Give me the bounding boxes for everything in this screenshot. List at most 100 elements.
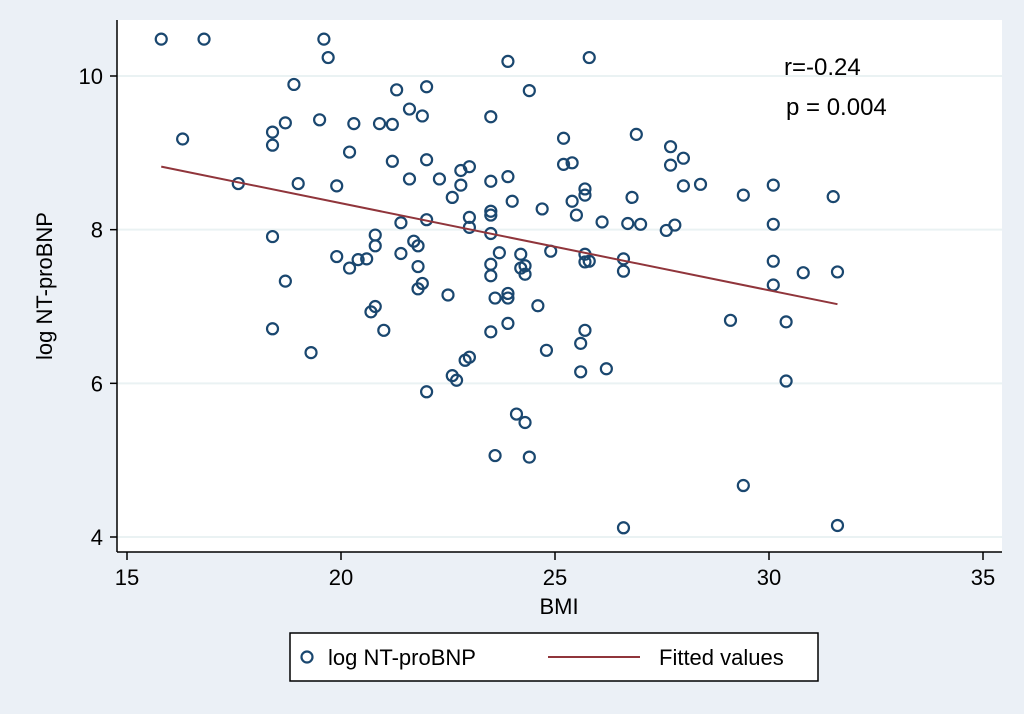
data-point [420, 153, 434, 167]
data-point [582, 254, 596, 268]
x-tick-label: 25 [543, 565, 567, 590]
data-point [574, 336, 588, 350]
data-point [484, 208, 498, 222]
data-point [291, 176, 305, 191]
data-point [663, 140, 678, 154]
legend-label-fitted: Fitted values [659, 645, 784, 670]
legend: log NT-proBNP Fitted values [289, 632, 819, 682]
data-point [663, 158, 678, 172]
data-point [766, 254, 780, 268]
data-point [830, 518, 845, 533]
data-point [723, 313, 738, 327]
data-point [449, 373, 464, 387]
data-point [197, 32, 211, 46]
data-point [569, 208, 584, 222]
data-point [321, 50, 335, 65]
data-point [595, 215, 609, 229]
data-point [402, 102, 417, 116]
data-point [766, 178, 780, 192]
data-point [342, 145, 357, 159]
data-point [616, 521, 631, 535]
data-point [501, 316, 515, 331]
data-point [278, 116, 292, 130]
data-point [518, 259, 532, 273]
annotation-p: p = 0.004 [786, 94, 887, 121]
data-point [454, 178, 468, 192]
data-point [368, 299, 382, 314]
y-tick-label: 4 [91, 525, 103, 550]
data-point [599, 362, 613, 376]
x-tick-label: 30 [757, 565, 781, 590]
data-point [462, 160, 476, 174]
data-point [385, 154, 399, 168]
data-point [556, 131, 571, 145]
data-point [377, 323, 391, 337]
data-point [265, 125, 280, 139]
data-point [616, 264, 631, 278]
data-point [330, 179, 344, 193]
legend-label-markers: log NT-proBNP [328, 645, 476, 670]
data-point [265, 138, 280, 152]
data-point [432, 172, 447, 186]
data-point [578, 182, 592, 196]
data-point [154, 32, 168, 46]
data-point [484, 174, 498, 188]
plot-area [117, 20, 1002, 552]
data-point [509, 407, 524, 421]
data-point [372, 117, 387, 131]
data-point [531, 299, 545, 313]
y-axis-ticks: 4 6 8 10 [79, 64, 117, 550]
data-point [390, 83, 404, 97]
data-point [385, 117, 399, 132]
data-point [317, 32, 331, 46]
data-point [351, 253, 365, 267]
data-point [779, 374, 793, 388]
data-point [360, 252, 374, 266]
data-point [518, 267, 532, 281]
data-point [402, 172, 417, 186]
y-tick-label: 10 [79, 64, 103, 89]
data-point [347, 117, 361, 131]
data-point [796, 266, 810, 280]
data-point [394, 216, 408, 230]
data-point [676, 151, 691, 165]
data-point [501, 170, 515, 184]
data-point [766, 217, 780, 231]
data-point [522, 83, 536, 98]
data-point [313, 113, 327, 127]
data-point [304, 346, 318, 360]
data-point [488, 448, 502, 463]
data-point [278, 274, 292, 288]
x-axis-label: BMI [539, 594, 578, 619]
data-point [445, 190, 459, 204]
legend-marker-icon [300, 650, 314, 664]
data-point [420, 385, 434, 399]
fitted-line [161, 165, 838, 306]
data-point [501, 286, 515, 301]
data-point [492, 246, 506, 260]
x-tick-label: 20 [329, 565, 353, 590]
x-tick-label: 15 [115, 565, 139, 590]
data-point [420, 80, 434, 94]
y-tick-label: 8 [91, 218, 103, 243]
data-point [826, 190, 840, 204]
data-point [621, 216, 635, 231]
data-point [539, 343, 554, 357]
data-point [535, 202, 549, 216]
data-point [501, 54, 515, 69]
data-point [668, 218, 682, 232]
data-point [484, 110, 498, 124]
data-point [505, 194, 519, 208]
data-point [582, 50, 596, 65]
data-point [578, 188, 592, 202]
data-point [265, 229, 280, 244]
annotation-r: r=-0.24 [784, 54, 861, 81]
y-axis-label: log NT-proBNP [32, 212, 57, 360]
data-point [501, 291, 515, 305]
data-point [565, 194, 579, 208]
data-point [342, 261, 357, 275]
data-point [736, 478, 750, 493]
x-axis-ticks: 15 20 25 30 35 [115, 552, 995, 590]
data-point [176, 132, 190, 146]
